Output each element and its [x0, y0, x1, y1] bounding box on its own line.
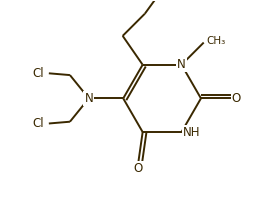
- Text: N: N: [84, 92, 93, 105]
- Text: CH₃: CH₃: [206, 36, 225, 46]
- Text: O: O: [232, 92, 241, 105]
- Text: Cl: Cl: [33, 67, 44, 80]
- Text: Cl: Cl: [33, 117, 44, 130]
- Text: N: N: [177, 58, 186, 71]
- Text: NH: NH: [183, 125, 200, 139]
- Text: O: O: [134, 162, 143, 175]
